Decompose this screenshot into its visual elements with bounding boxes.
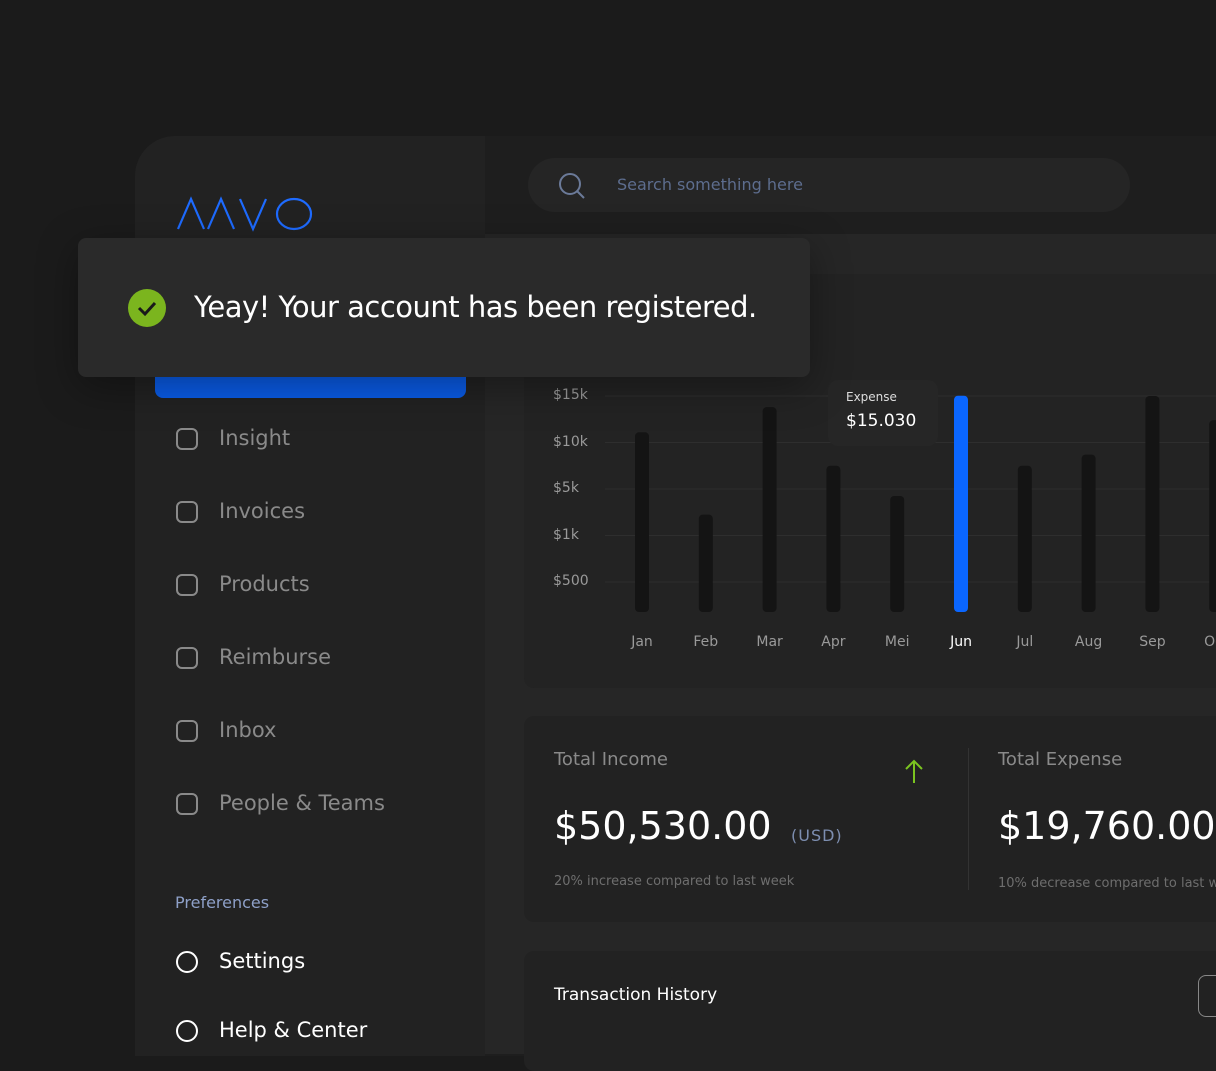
y-tick-label: $5k: [553, 480, 579, 496]
nav-icon: [176, 428, 198, 450]
y-tick-label: $500: [553, 573, 589, 589]
x-tick-label: Mar: [756, 634, 783, 650]
nav-item[interactable]: Settings: [219, 949, 306, 973]
x-tick-label: Feb: [693, 634, 719, 650]
stat-amount: $19,760.00: [998, 804, 1216, 848]
x-tick-label: Jun: [950, 634, 972, 650]
search-bar[interactable]: [528, 158, 1130, 212]
page: Search something here Insight Invoices P…: [78, 158, 1216, 1042]
nav-item[interactable]: Invoices: [219, 499, 306, 523]
tooltip: [828, 380, 938, 446]
chart: [605, 395, 1216, 612]
nav-item[interactable]: Inbox: [219, 718, 277, 742]
search-icon: [559, 173, 585, 199]
stats-card: [524, 716, 1216, 922]
bar: [698, 514, 713, 612]
bar: [1145, 396, 1160, 612]
toast: [78, 238, 810, 377]
x-tick-label: Oct: [1204, 634, 1216, 650]
tooltip-name: Expense: [846, 390, 897, 404]
logo: [176, 196, 313, 232]
toast-message: Yeay! Your account has been registered.: [194, 290, 757, 324]
x-tick-label: Jul: [1016, 634, 1034, 650]
nav-icon: [176, 647, 198, 669]
nav-item[interactable]: People & Teams: [219, 791, 385, 815]
success-icon: [128, 289, 166, 327]
y-tick-label: $1k: [553, 526, 579, 543]
transactions-title: Transaction History: [554, 985, 718, 1005]
bar: [954, 395, 968, 612]
nav-icon: [176, 720, 198, 742]
divider: [968, 748, 969, 890]
stat-title: Total Income: [554, 749, 668, 770]
nav-item[interactable]: Products: [219, 572, 310, 596]
stat-note: 10% decrease compared to last week: [998, 876, 1216, 891]
nav-icon: [176, 793, 198, 815]
transactions-card: [524, 951, 1216, 1071]
up-arrow: [905, 759, 923, 783]
bar: [890, 495, 905, 612]
bar: [762, 407, 777, 612]
nav-item[interactable]: Reimburse: [219, 645, 331, 669]
x-tick-label: Mei: [884, 634, 910, 650]
search-placeholder: Search something here: [617, 175, 803, 194]
bar: [826, 465, 841, 612]
x-tick-label: Aug: [1074, 634, 1103, 650]
tooltip-value: $15.030: [846, 411, 917, 431]
x-tick-label: Apr: [821, 634, 846, 650]
nav-icon: [176, 501, 198, 523]
nav-icon: [176, 574, 198, 596]
nav-section: Preferences: [175, 893, 270, 912]
nav-icon: [176, 951, 198, 973]
stat-note: 20% increase compared to last week: [554, 874, 795, 889]
bar: [1017, 465, 1032, 612]
stat-amount: $50,530.00: [554, 804, 772, 848]
bar: [635, 432, 649, 612]
filter-button[interactable]: [1198, 975, 1216, 1017]
y-tick-label: $15k: [553, 387, 588, 403]
bar: [1209, 420, 1216, 612]
bar: [1081, 454, 1096, 612]
stat-title: Total Expense: [998, 749, 1123, 770]
y-tick-label: $10k: [553, 433, 588, 450]
x-tick-label: Sep: [1139, 634, 1166, 650]
stat-currency: (USD): [791, 826, 843, 845]
nav-item[interactable]: Insight: [219, 426, 291, 450]
x-tick-label: Jan: [631, 634, 653, 650]
